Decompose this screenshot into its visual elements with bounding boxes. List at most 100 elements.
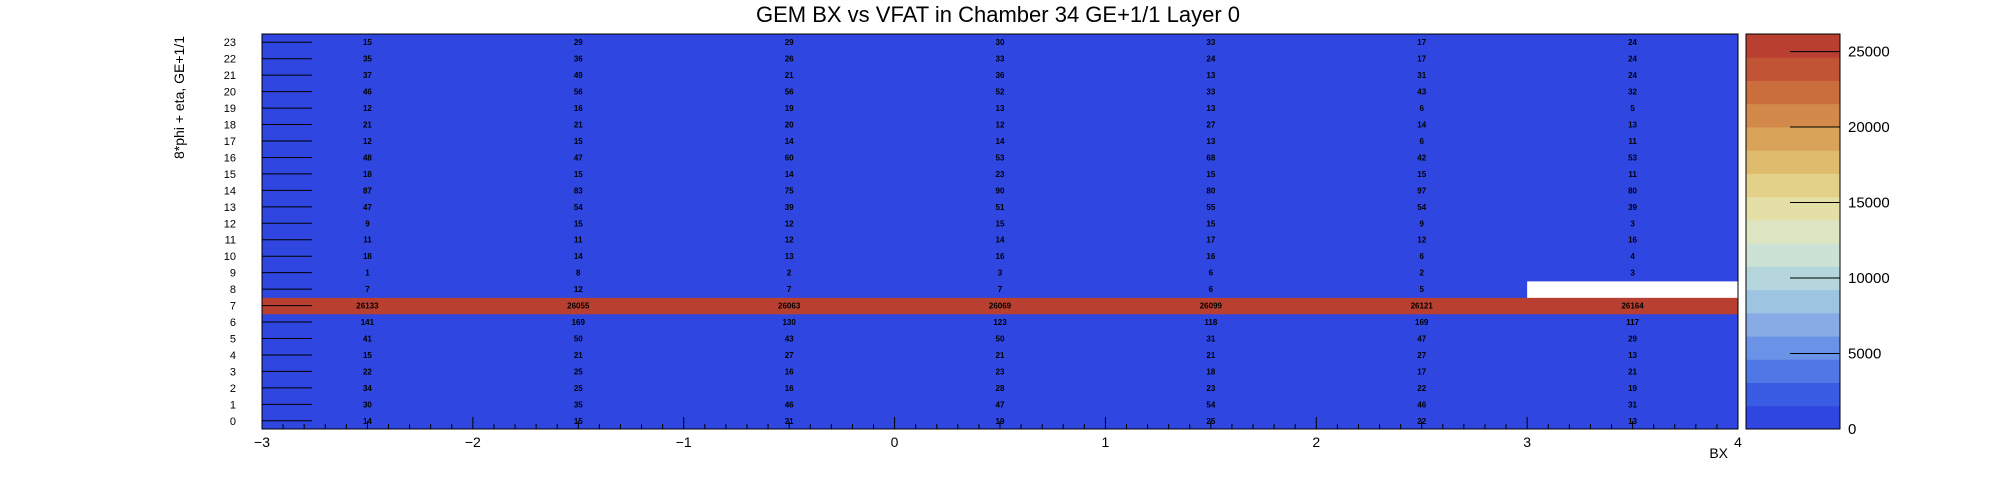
heatmap-cell [472,396,685,414]
heatmap-cell [1527,165,1739,183]
x-tick-label: 0 [891,434,899,450]
cell-value-label: 169 [1415,318,1429,327]
heatmap-cell [1105,34,1317,51]
heatmap-cell [683,379,896,397]
cell-value-label: 15 [1206,170,1215,179]
heatmap-cell [683,66,896,84]
cell-value-label: 11 [363,236,372,245]
cell-value-label: 16 [574,104,583,113]
y-tick-label: 1 [230,399,236,411]
cell-value-label: 7 [998,285,1003,294]
cell-value-label: 46 [1417,400,1426,409]
heatmap-cell [683,313,896,331]
heatmap-cell [472,379,685,397]
cell-value-label: 26099 [1200,302,1223,311]
cell-value-label: 9 [365,219,370,228]
cell-value-label: 35 [363,55,372,64]
cell-value-label: 11 [1628,137,1637,146]
heatmap-cell [683,34,896,51]
heatmap-cell [1105,198,1317,216]
heatmap-cell [262,83,474,101]
cell-value-label: 47 [996,400,1005,409]
cell-value-label: 2 [1419,269,1424,278]
heatmap-cell [262,231,474,249]
heatmap-cell [472,215,685,232]
y-tick-label: 21 [224,70,236,82]
heatmap-cell [472,182,685,200]
cell-value-label: 90 [996,186,1005,195]
heatmap-cell [472,313,685,331]
heatmap-cell [1105,182,1317,200]
cell-value-label: 12 [1417,236,1426,245]
cell-value-label: 15 [363,38,372,47]
cell-value-label: 97 [1417,186,1426,195]
heatmap-cell [683,264,896,282]
cell-value-label: 17 [1206,236,1215,245]
cell-value-label: 13 [1628,121,1637,130]
cell-value-label: 15 [996,219,1005,228]
heatmap-cell [1105,313,1317,331]
cell-value-label: 34 [363,384,372,393]
heatmap-cell [1105,379,1317,397]
heatmap-cell [1105,396,1317,414]
cell-value-label: 53 [1628,153,1637,162]
cell-value-label: 15 [363,351,372,360]
heatmap-cell [472,132,685,150]
heatmap-cell [262,215,474,232]
chart-title: GEM BX vs VFAT in Chamber 34 GE+1/1 Laye… [756,2,1240,27]
cell-value-label: 83 [574,186,583,195]
heatmap-cell [1527,34,1739,51]
heatmap-cell [683,149,896,167]
cell-value-label: 46 [363,88,372,97]
cell-value-label: 12 [785,236,794,245]
heatmap-cell [472,165,685,183]
y-tick-label: 5 [230,333,236,345]
cell-value-label: 50 [574,334,583,343]
heatmap-cell [894,231,1106,249]
color-scale-tick-label: 15000 [1848,195,1890,212]
cell-value-label: 54 [574,203,583,212]
cell-value-label: 141 [361,318,375,327]
cell-value-label: 29 [1628,334,1637,343]
heatmap-cell [683,132,896,150]
heatmap-cell [1527,313,1739,331]
cell-value-label: 15 [574,219,583,228]
heatmap-cell [472,346,685,364]
cell-value-label: 9 [1419,219,1424,228]
cell-value-label: 15 [1417,170,1426,179]
heatmap-cell [1527,379,1739,397]
cell-value-label: 47 [363,203,372,212]
heatmap-cell [894,264,1106,282]
cell-value-label: 23 [996,367,1005,376]
heatmap-cell [1105,132,1317,150]
cell-value-label: 39 [785,203,794,212]
heatmap-cell [472,99,685,117]
x-tick-label: 1 [1102,434,1110,450]
x-tick-label: 2 [1312,434,1320,450]
cell-value-label: 17 [1417,55,1426,64]
heatmap-cell [1105,280,1317,298]
color-scale-tick-label: 10000 [1848,270,1890,287]
heatmap-cell [262,66,474,84]
cell-value-label: 11 [1628,170,1637,179]
color-scale-tick-label: 5000 [1848,346,1881,363]
y-tick-label: 9 [230,268,236,280]
cell-value-label: 24 [1628,38,1637,47]
cell-value-label: 37 [363,71,372,80]
cell-value-label: 80 [1628,186,1637,195]
heatmap-cell [262,165,474,183]
cell-value-label: 23 [996,170,1005,179]
heatmap-cell [1105,346,1317,364]
heatmap-cell [894,165,1106,183]
heatmap-cell [1105,50,1317,68]
heatmap-cell [472,116,685,134]
heatmap-cell [472,247,685,265]
cell-value-label: 12 [363,104,372,113]
color-scale-segment [1746,382,1840,407]
cell-value-label: 26069 [989,302,1012,311]
color-scale-segment [1746,243,1840,267]
y-tick-label: 18 [224,120,236,132]
color-scale-segment [1746,126,1840,151]
cell-value-label: 49 [574,71,583,80]
